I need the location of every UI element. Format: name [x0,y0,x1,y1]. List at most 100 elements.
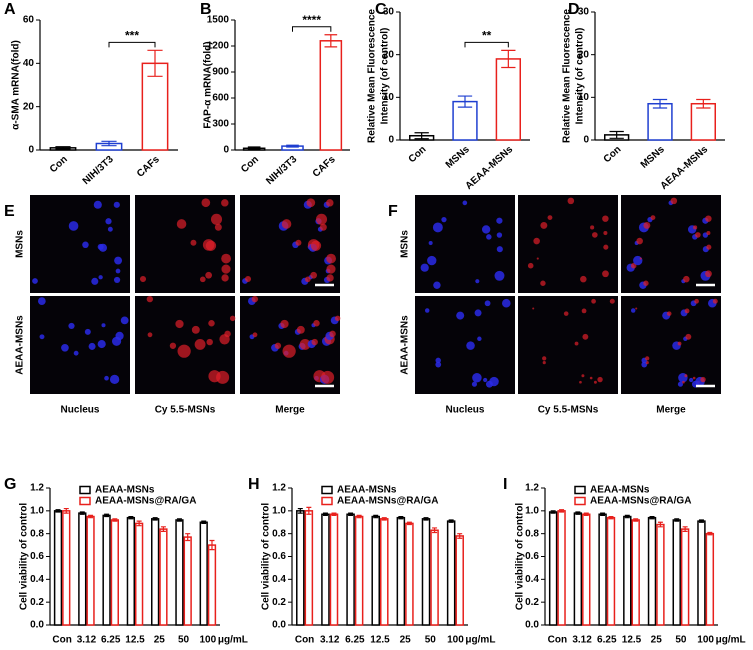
x-tick-label: AEAA-MSNs [659,144,711,192]
error-bar [112,518,118,522]
x-tick-label: 3.12 [320,635,340,646]
particle-spot [592,232,598,238]
particle-spot [321,370,335,384]
bar [380,518,389,626]
error-bar [682,526,688,532]
bar [647,102,673,141]
bar [207,544,217,626]
bar [371,515,380,626]
bar [102,514,111,626]
error-bar [160,526,166,532]
nucleus-spot [471,381,478,387]
y-tick-label: 20 [578,49,590,60]
particle-spot [547,215,553,221]
nucleus-spot [489,376,499,387]
panel-letter: E [4,203,15,220]
particle-spot [706,244,712,250]
particle-spot [199,276,206,283]
column-label: Nucleus [61,405,100,416]
bar [548,511,558,626]
nucleus-spot [641,361,648,368]
x-tick-label: Con [52,635,71,646]
particle-spot [542,361,546,365]
particle-spot [177,344,191,358]
particle-spot [310,271,318,279]
particle-spot [221,253,231,264]
particle-spot [706,231,711,236]
nucleus-spot [483,377,488,383]
nucleus-spot [496,232,503,238]
error-bar [348,512,354,516]
particle-spot [581,374,585,378]
x-tick-label: Con [407,144,429,165]
error-bar [575,511,581,515]
panel-letter: F [388,203,398,220]
particle-spot [700,376,706,383]
micrograph [135,195,235,293]
row-label: MSNs [15,230,26,258]
bar [86,515,95,626]
bar [396,516,406,626]
x-tick-label: 25 [400,635,412,646]
particle-spot [210,213,223,225]
bar [446,520,456,626]
error-bar [550,510,556,514]
particle-spot [190,239,197,246]
error-bar [559,509,565,513]
y-axis-label: Cell viability of control [19,503,30,610]
bar [647,516,657,626]
y-tick-label: 0.2 [272,597,286,608]
particle-spot [326,264,336,274]
bar [296,510,305,626]
particle-spot [542,356,547,361]
nucleus-spot [61,343,69,352]
y-tick-label: 0.4 [30,574,44,585]
y-tick-label: 0.4 [525,574,539,585]
error-bar [128,515,134,520]
error-bar [201,520,207,524]
bar [690,102,717,141]
bar [159,528,168,626]
legend-swatch [79,496,91,506]
significance-label: **** [302,13,321,27]
particle-spot [206,338,213,346]
nucleus-spot [462,200,468,206]
bar [455,535,464,626]
error-bar [88,514,94,519]
nucleus-spot [68,221,79,231]
y-tick-label: 900 [212,67,229,78]
error-bar [306,506,312,515]
x-tick-label: 50 [425,635,437,646]
error-bar [609,130,624,139]
nucleus-spot [427,255,437,266]
bar [582,513,591,626]
nucleus-spot [435,357,441,364]
bar [598,513,607,626]
nucleus-spot [73,350,79,356]
column-label: Nucleus [446,405,485,416]
panel-letter: B [200,1,212,18]
nucleus-spot [120,316,129,325]
y-tick-label: 30 [578,7,590,18]
particle-spot [684,374,688,378]
x-unit: μg/mL [716,635,746,646]
particle-spot [201,198,211,208]
significance-bracket [108,41,156,48]
particle-spot [280,319,289,329]
particle-spot [252,332,258,338]
bar [110,519,119,626]
bar [151,518,160,626]
bar [126,516,136,626]
x-tick-label: Con [548,635,567,646]
particle-spot [146,295,154,303]
column-label: Merge [275,405,305,416]
legend-swatch [321,485,333,495]
particle-spot [602,215,609,222]
particle-spot [579,380,582,384]
bar [78,512,87,626]
nucleus-spot [88,342,96,350]
particle-spot [329,330,336,338]
error-bar [698,519,704,523]
nucleus-spot [474,309,482,317]
particle-spot [306,198,316,208]
